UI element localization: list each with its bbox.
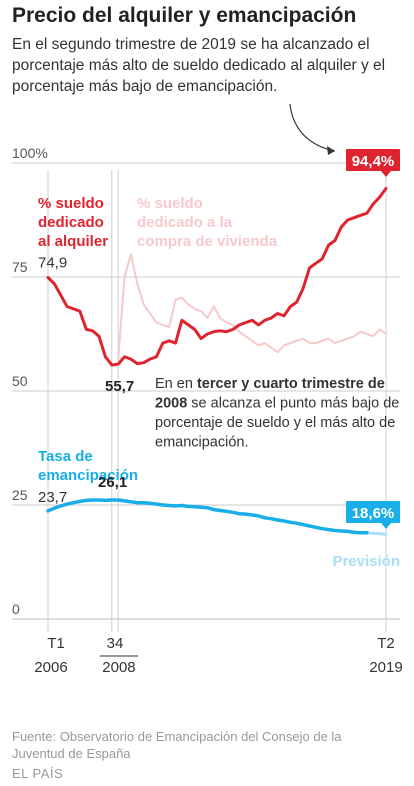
- x-tick-label-top-0: T1: [47, 635, 65, 652]
- annotation-fragment: [385, 376, 389, 392]
- series-line-prevision: [365, 531, 388, 536]
- annotation-fragment: [399, 396, 403, 412]
- series-label-alquiler-1: dedicado: [38, 214, 104, 231]
- annotation-fragment: y: [294, 415, 302, 431]
- data-label-alquiler-start: 74,9: [38, 254, 67, 271]
- annotation-fragment: tercer: [197, 376, 238, 392]
- annotation-note: En en tercer y cuarto trimestre de 2008 …: [155, 376, 403, 451]
- series-label-compra-2: compra de vivienda: [137, 233, 278, 250]
- annotation-fragment: [395, 415, 399, 431]
- series-label-emancipacion-0: Tasa de: [38, 448, 93, 465]
- data-label-alquiler-end-pointer: [381, 171, 391, 177]
- chart-subtitle: En el segundo trimestre de 2019 se ha al…: [12, 36, 386, 95]
- series-line-alquiler: [46, 187, 388, 367]
- series-label-emancipacion-1: emancipación: [38, 467, 138, 484]
- annotation-fragment: trimestre: [302, 376, 364, 392]
- annotation-fragment: más: [320, 415, 347, 431]
- data-label-alquiler-min: 55,7: [105, 378, 134, 395]
- x-tick-label-bottom-53: 2019: [369, 659, 402, 676]
- annotation-fragment: cuarto: [253, 376, 297, 392]
- annotation-fragment: En: [155, 376, 173, 392]
- x-tick-label-bottom-0: 2006: [34, 659, 67, 676]
- series-label-compra-1: dedicado a la: [137, 214, 233, 231]
- series-label-prevision: Previsión: [332, 553, 400, 570]
- series-line-compra: [117, 253, 387, 361]
- data-label-alquiler-end-box: [346, 149, 400, 171]
- x-tick-label-11: 4: [115, 635, 123, 652]
- data-label-emancipacion-max: 26,1: [98, 474, 127, 491]
- annotation-fragment: bajo: [352, 396, 379, 412]
- y-tick-label-50: 50: [12, 373, 28, 389]
- annotation-fragment: 2008: [155, 396, 187, 412]
- y-tick-label-0: 0: [12, 601, 20, 617]
- annotation-fragment: punto: [280, 396, 316, 412]
- annotation-fragment: de: [379, 415, 395, 431]
- chart-title: Precio del alquiler y emancipación: [12, 4, 357, 27]
- annotation-fragment: se: [191, 396, 206, 412]
- x-tick-label-top-53: T2: [377, 635, 395, 652]
- annotation-fragment: emancipación.: [155, 435, 249, 451]
- annotation-fragment: en: [177, 376, 193, 392]
- x-tick-label-2008: 2008: [102, 659, 135, 676]
- subtitle-arrow-head: [327, 146, 335, 155]
- annotation-fragment: porcentaje: [155, 415, 223, 431]
- series-label-compra-0: % sueldo: [137, 195, 203, 212]
- annotation-fragment: el: [305, 415, 316, 431]
- annotation-fragment: alcanza: [211, 396, 262, 412]
- annotation-fragment: de: [368, 376, 385, 392]
- annotation-fragment: sueldo: [247, 415, 290, 431]
- y-tick-label-100: 100%: [12, 145, 48, 161]
- annotation-fragment: más: [320, 396, 347, 412]
- data-label-alquiler-end: 94,4%: [352, 153, 395, 170]
- data-label-emancipacion-start: 23,7: [38, 489, 67, 506]
- source-note: Fuente: Observatorio de Emancipación del…: [12, 729, 342, 761]
- y-tick-label-75: 75: [12, 259, 28, 275]
- data-label-prevision-end-pointer: [381, 523, 391, 529]
- annotation-fragment: de: [227, 415, 243, 431]
- data-label-prevision-end: 18,6%: [352, 505, 395, 522]
- subtitle-arrow: [289, 103, 336, 152]
- y-tick-label-25: 25: [12, 487, 28, 503]
- annotation-fragment: de: [383, 396, 399, 412]
- series-label-alquiler-2: al alquiler: [38, 233, 108, 250]
- annotation-fragment: y: [241, 376, 249, 392]
- series-line-emancipacion: [46, 498, 369, 535]
- annotation-fragment: alto: [352, 415, 375, 431]
- annotation-fragment: el: [265, 396, 276, 412]
- x-tick-label-10: 3: [107, 635, 115, 652]
- series-label-alquiler-0: % sueldo: [38, 195, 104, 212]
- data-label-prevision-end-box: [346, 501, 400, 523]
- brand-logo-text: EL PAÍS: [12, 766, 64, 781]
